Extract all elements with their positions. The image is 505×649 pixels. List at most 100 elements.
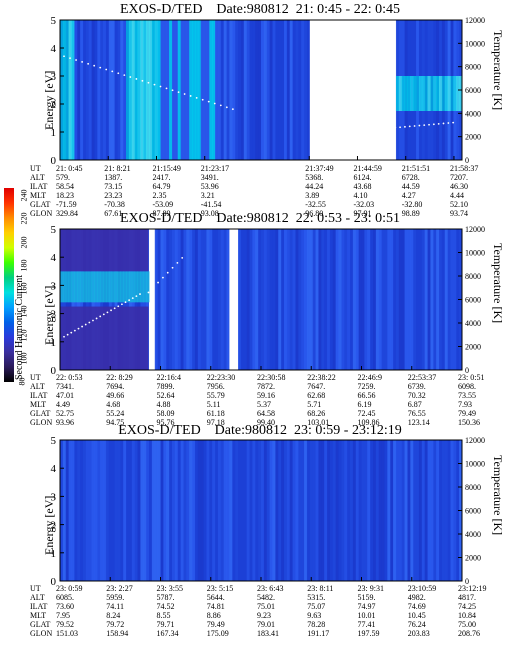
data-gap bbox=[321, 20, 325, 160]
ephemeris-value: 23: 6:43 bbox=[257, 584, 284, 593]
data-gap bbox=[370, 20, 374, 160]
temperature-point bbox=[365, 129, 368, 132]
y2-tick-label: 2000 bbox=[465, 554, 481, 563]
ephemeris-value: 5644. bbox=[206, 593, 225, 602]
spectrum-column bbox=[418, 229, 423, 370]
spectrum-column bbox=[209, 20, 213, 160]
spectrum-column bbox=[157, 20, 161, 160]
temperature-point bbox=[447, 122, 450, 124]
ephemeris-value: 87.89 bbox=[152, 209, 171, 218]
spectrum-column bbox=[189, 229, 193, 370]
spectrum-column bbox=[238, 20, 242, 160]
spectrum-column bbox=[220, 440, 225, 581]
temperature-point bbox=[219, 104, 222, 107]
spectrum-column bbox=[289, 229, 294, 370]
spectrum-column bbox=[275, 20, 279, 160]
panel-2-ephemeris: UT ALT ILAT MLT GLAT GLON 22: 0:53 7341. 47.01 4.… bbox=[0, 373, 505, 433]
ephemeris-value: 46.30 bbox=[449, 182, 468, 191]
ephemeris-value: 4.88 bbox=[156, 400, 171, 409]
spectrum-column bbox=[441, 440, 446, 581]
ephemeris-value: 79.49 bbox=[458, 409, 476, 418]
y2-tick-label: 12000 bbox=[465, 16, 485, 25]
data-gap bbox=[335, 20, 340, 160]
spectrum-column bbox=[74, 229, 78, 370]
ephemeris-label: GLAT bbox=[30, 620, 51, 629]
spectrum-column bbox=[395, 229, 400, 370]
ephemeris-value: 10.01 bbox=[357, 611, 376, 620]
ephemeris-value: 7956. bbox=[206, 382, 225, 391]
spectrum-column bbox=[289, 20, 294, 160]
temperature-point bbox=[87, 62, 90, 65]
plot-frame bbox=[59, 19, 463, 161]
colorbar-tick-label: 200 bbox=[19, 236, 29, 248]
colorbar-tick-label: 100 bbox=[19, 352, 29, 365]
temperature-point bbox=[418, 124, 421, 127]
spectrum-column bbox=[100, 440, 104, 581]
ephemeris-label: GLON bbox=[30, 418, 53, 427]
ephemeris-value: 3.21 bbox=[200, 191, 215, 200]
ephemeris-value: 175.09 bbox=[206, 629, 229, 638]
spectrum-column bbox=[169, 229, 173, 370]
spectrum-column bbox=[217, 440, 222, 581]
temperature-point bbox=[171, 89, 174, 92]
spectrum-column bbox=[232, 20, 236, 160]
spectrum-column bbox=[154, 229, 159, 370]
temperature-point bbox=[157, 281, 159, 284]
ephemeris-value: 70.32 bbox=[407, 391, 426, 400]
spectrum-column bbox=[338, 229, 342, 370]
ephemeris-value: 75.07 bbox=[307, 602, 326, 611]
spectrum-column bbox=[108, 229, 113, 370]
temperature-point bbox=[102, 313, 105, 316]
spectrum-column bbox=[71, 229, 75, 370]
y2-tick-label: 12000 bbox=[465, 436, 485, 445]
ephemeris-value: 18.23 bbox=[56, 191, 74, 200]
spectrum-column bbox=[65, 440, 70, 581]
temperature-point bbox=[141, 79, 144, 82]
energy-band bbox=[418, 76, 423, 111]
temperature-point bbox=[201, 98, 204, 101]
spectrum-column bbox=[154, 440, 159, 581]
data-gap bbox=[352, 20, 357, 160]
ephemeris-value: 74.97 bbox=[357, 602, 376, 611]
temperature-point bbox=[69, 57, 71, 60]
temperature-point bbox=[428, 123, 430, 126]
data-gap bbox=[350, 20, 354, 160]
spectrum-column bbox=[436, 440, 440, 581]
spectrum-column bbox=[206, 440, 210, 581]
ephemeris-value: 97.18 bbox=[206, 418, 225, 427]
spectrum-column bbox=[71, 20, 75, 160]
ephemeris-value: 21:58:37 bbox=[449, 164, 479, 173]
temperature-point bbox=[129, 76, 132, 78]
spectrum-column bbox=[281, 229, 285, 370]
ephemeris-value: -32.80 bbox=[401, 200, 423, 209]
spectrum-column bbox=[217, 229, 222, 370]
spectrum-column bbox=[378, 440, 383, 581]
ephemeris-label: ALT bbox=[30, 593, 45, 602]
temperature-point bbox=[437, 122, 440, 125]
temperature-point bbox=[93, 64, 96, 67]
ephemeris-value: 61.18 bbox=[206, 409, 225, 418]
spectrum-column bbox=[117, 20, 121, 160]
spectrum-column bbox=[146, 440, 150, 581]
spectrum-column bbox=[183, 20, 187, 160]
spectrum-column bbox=[68, 229, 72, 370]
spectrum-column bbox=[352, 229, 357, 370]
spectrum-column bbox=[387, 440, 391, 581]
spectrum-column bbox=[381, 440, 385, 581]
y2-tick-label: 4000 bbox=[465, 319, 481, 328]
spectrum-column bbox=[258, 20, 262, 160]
spectrum-column bbox=[387, 229, 391, 370]
ephemeris-value: 203.83 bbox=[407, 629, 430, 638]
spectrum-column bbox=[453, 20, 457, 160]
spectrum-column bbox=[407, 440, 411, 581]
spectrum-column bbox=[235, 440, 239, 581]
spectrum-column bbox=[324, 440, 328, 581]
temperature-point bbox=[128, 299, 131, 302]
ephemeris-value: 5.71 bbox=[307, 400, 322, 409]
temperature-point bbox=[195, 96, 198, 99]
spectrum-column bbox=[450, 440, 454, 581]
spectrum-column bbox=[249, 20, 253, 160]
spectrum-column bbox=[318, 229, 322, 370]
spectrum-column bbox=[203, 440, 207, 581]
spectrum-column bbox=[105, 20, 110, 160]
